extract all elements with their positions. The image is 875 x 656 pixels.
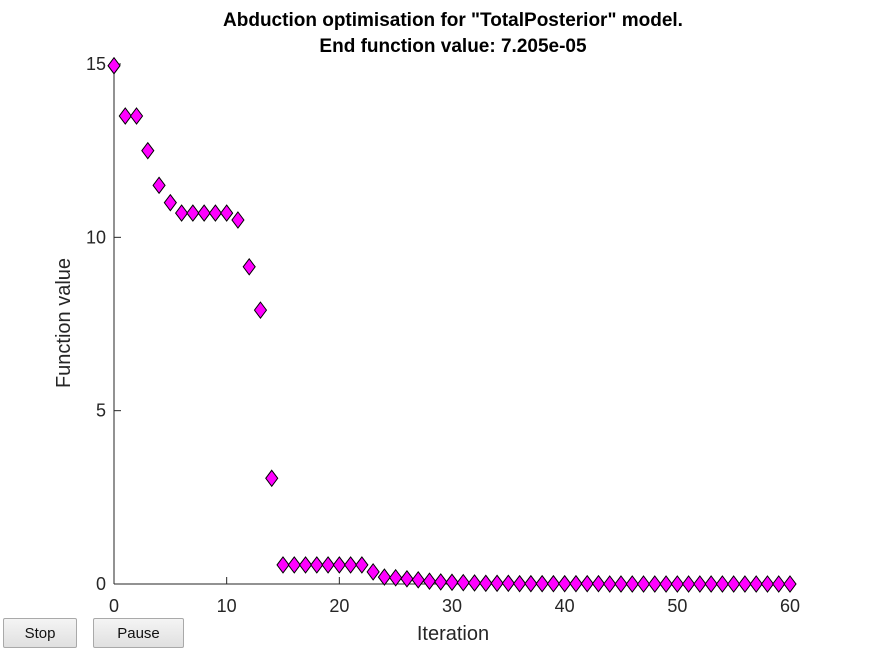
data-point bbox=[524, 574, 538, 593]
data-point bbox=[287, 556, 301, 574]
data-point bbox=[310, 556, 324, 574]
data-point bbox=[558, 574, 572, 593]
data-point bbox=[265, 469, 279, 488]
data-point bbox=[693, 575, 707, 593]
data-point bbox=[501, 574, 515, 593]
data-point bbox=[727, 575, 741, 593]
y-axis-label: Function value bbox=[53, 258, 75, 388]
data-point bbox=[591, 574, 606, 593]
y-tick-label: 0 bbox=[96, 574, 106, 594]
data-point bbox=[389, 568, 403, 587]
data-point bbox=[512, 574, 527, 593]
y-tick-label: 5 bbox=[96, 401, 106, 421]
data-point bbox=[298, 556, 313, 574]
data-point bbox=[152, 176, 166, 195]
data-point bbox=[456, 573, 470, 592]
x-tick-label: 0 bbox=[109, 596, 119, 616]
data-point bbox=[377, 568, 392, 586]
data-point bbox=[467, 574, 482, 592]
data-point bbox=[332, 556, 346, 574]
data-point bbox=[648, 575, 662, 593]
data-point bbox=[253, 301, 268, 319]
data-point bbox=[220, 204, 234, 222]
data-point bbox=[490, 574, 504, 593]
data-point bbox=[343, 556, 358, 574]
plot-axes bbox=[113, 64, 790, 585]
y-tick-label: 15 bbox=[86, 54, 106, 74]
data-point bbox=[772, 575, 786, 593]
data-point bbox=[400, 569, 414, 588]
data-point bbox=[107, 56, 121, 75]
data-point bbox=[355, 556, 369, 574]
chart-title: Abduction optimisation for "TotalPosteri… bbox=[223, 10, 683, 31]
pause-button[interactable]: Pause bbox=[93, 618, 184, 648]
x-tick-label: 10 bbox=[217, 596, 237, 616]
data-points bbox=[107, 56, 797, 593]
x-tick-label: 50 bbox=[667, 596, 687, 616]
data-point bbox=[636, 575, 651, 593]
data-point bbox=[659, 575, 673, 593]
data-point bbox=[174, 204, 189, 222]
data-point bbox=[366, 563, 380, 581]
x-axis-ticks: 0 10 20 30 40 50 60 bbox=[109, 577, 800, 616]
x-tick-label: 20 bbox=[329, 596, 349, 616]
data-point bbox=[163, 193, 177, 212]
data-point bbox=[434, 573, 448, 591]
data-point bbox=[625, 575, 639, 593]
data-point bbox=[760, 575, 775, 593]
data-point bbox=[445, 573, 459, 592]
data-point bbox=[715, 575, 730, 593]
data-point bbox=[118, 107, 132, 125]
data-point bbox=[603, 575, 617, 593]
data-point bbox=[569, 574, 583, 593]
data-point bbox=[186, 204, 200, 222]
data-point bbox=[580, 574, 594, 593]
data-point bbox=[197, 204, 211, 222]
chart-subtitle: End function value: 7.205e-05 bbox=[319, 36, 587, 57]
data-point bbox=[141, 141, 155, 160]
data-point bbox=[242, 257, 256, 276]
data-point bbox=[783, 575, 797, 593]
data-point bbox=[546, 574, 561, 593]
data-point bbox=[614, 575, 628, 593]
data-point bbox=[231, 211, 245, 229]
data-point bbox=[422, 572, 437, 591]
x-tick-label: 30 bbox=[442, 596, 462, 616]
data-point bbox=[704, 575, 718, 593]
x-tick-label: 40 bbox=[555, 596, 575, 616]
stop-button[interactable]: Stop bbox=[3, 618, 77, 648]
data-point bbox=[411, 571, 425, 589]
data-point bbox=[535, 574, 549, 593]
data-point bbox=[670, 575, 684, 593]
data-point bbox=[321, 556, 335, 574]
data-point bbox=[208, 204, 223, 222]
y-tick-label: 10 bbox=[86, 227, 106, 247]
data-point bbox=[276, 556, 290, 574]
data-point bbox=[129, 107, 144, 125]
y-axis-ticks: 0 5 10 15 bbox=[86, 54, 121, 594]
x-tick-label: 60 bbox=[780, 596, 800, 616]
data-point bbox=[681, 575, 696, 593]
data-point bbox=[479, 574, 493, 593]
data-point bbox=[749, 575, 763, 593]
x-axis-label: Iteration bbox=[417, 623, 489, 645]
data-point bbox=[738, 575, 752, 593]
